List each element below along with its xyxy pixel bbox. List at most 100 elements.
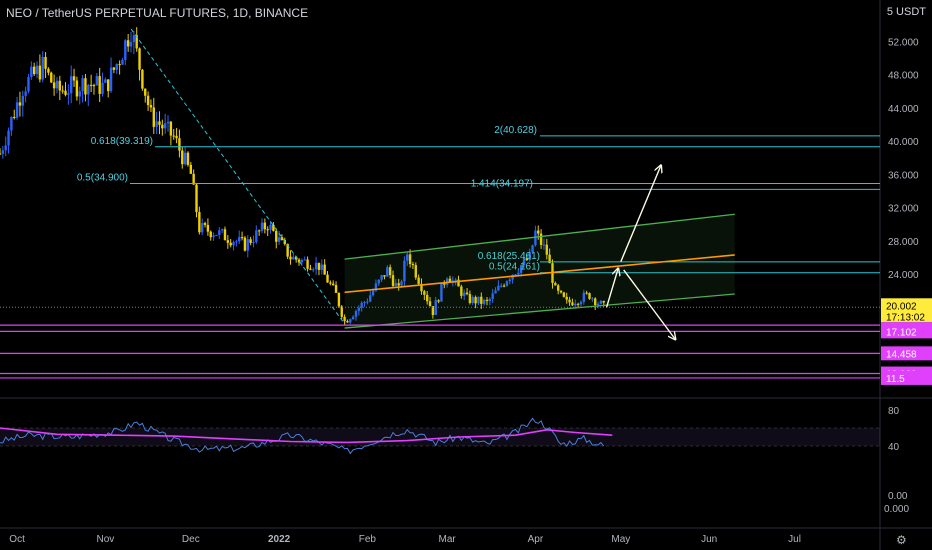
candle: [596, 301, 600, 309]
candle-body: [260, 222, 264, 231]
candle: [215, 234, 218, 236]
candle: [423, 289, 426, 300]
candle-body: [306, 259, 309, 269]
candle-body: [297, 259, 301, 263]
candle-body: [257, 230, 261, 232]
candle: [505, 280, 509, 287]
candle: [203, 221, 207, 228]
candle-body: [505, 281, 509, 286]
candle-body: [423, 291, 426, 295]
candle-body: [366, 301, 369, 303]
candle: [414, 262, 417, 280]
candle: [18, 91, 22, 117]
candle: [286, 243, 289, 259]
candle: [141, 68, 144, 91]
candle: [55, 77, 59, 94]
candle: [195, 183, 198, 218]
candle-body: [403, 260, 406, 282]
candle: [1, 145, 5, 159]
scale-label[interactable]: 5 USDT: [886, 6, 926, 18]
fib-level-label: 0.618(39.319): [91, 136, 153, 147]
candle-body: [169, 121, 173, 136]
candle-body: [363, 302, 366, 304]
candle-body: [92, 85, 96, 87]
candle: [403, 256, 406, 287]
candle-body: [121, 59, 124, 65]
candle-body: [300, 259, 304, 263]
candle-body: [146, 95, 150, 106]
candle-body: [263, 222, 267, 230]
candle: [50, 71, 53, 83]
channel-lower-line: [344, 293, 735, 329]
candle: [320, 259, 324, 275]
time-tick-label: Feb: [359, 534, 377, 545]
candle-body: [329, 282, 332, 284]
candle: [249, 236, 252, 246]
candle: [269, 220, 272, 234]
candle-body: [383, 275, 386, 277]
candle-body: [266, 229, 269, 231]
candle-body: [502, 285, 506, 287]
candle-body: [118, 64, 121, 66]
candle: [317, 262, 321, 276]
candle: [15, 96, 19, 120]
candle: [431, 305, 435, 319]
candle-body: [354, 311, 358, 317]
candle-body: [369, 295, 372, 302]
candle-body: [320, 264, 324, 270]
candle-body: [602, 301, 605, 303]
candle-body: [198, 212, 201, 233]
candle-body: [218, 230, 221, 235]
candle: [477, 296, 480, 305]
candle-body: [243, 237, 247, 251]
candle-body: [517, 272, 520, 275]
candle-body: [272, 224, 275, 231]
candle: [178, 129, 181, 158]
candle-body: [186, 152, 190, 165]
candle: [303, 256, 306, 261]
candle: [366, 298, 369, 305]
candle-body: [38, 65, 42, 80]
support-price-badge: [881, 370, 932, 385]
candle-body: [280, 237, 284, 240]
candle-body: [172, 135, 175, 137]
candle-body: [303, 259, 306, 261]
candle-body: [30, 66, 33, 78]
candle: [594, 297, 597, 310]
candle-body: [181, 150, 184, 165]
candle-body: [380, 275, 383, 280]
candle-body: [463, 292, 466, 296]
candle-body: [386, 267, 389, 277]
candle-body: [89, 84, 93, 86]
candle: [266, 226, 269, 237]
candle: [275, 228, 278, 249]
candle: [163, 113, 167, 134]
candle-body: [50, 72, 53, 83]
candle: [363, 300, 366, 307]
channel-fill: [344, 214, 735, 329]
candle: [312, 267, 315, 273]
candle-body: [394, 283, 398, 286]
candle: [357, 305, 361, 316]
time-tick-label: Dec: [182, 534, 200, 545]
candle-body: [255, 230, 258, 243]
candle-body: [67, 93, 70, 95]
candle: [61, 85, 64, 94]
candle-body: [101, 82, 104, 94]
fib-level-label: 0.618(25.461): [478, 251, 540, 262]
candle: [397, 278, 400, 291]
candle-body: [528, 252, 531, 261]
candle: [144, 88, 147, 103]
candle: [579, 300, 583, 307]
candle: [115, 63, 118, 75]
candle: [81, 75, 84, 103]
candle-body: [445, 278, 449, 285]
candle-body: [132, 35, 136, 43]
candle: [169, 120, 173, 146]
candle: [198, 206, 201, 235]
support-price-label: 11.5: [886, 374, 905, 385]
candle-body: [52, 82, 56, 89]
last-price-value: 20.002: [886, 301, 917, 312]
candle: [437, 299, 440, 304]
candle: [300, 258, 304, 267]
